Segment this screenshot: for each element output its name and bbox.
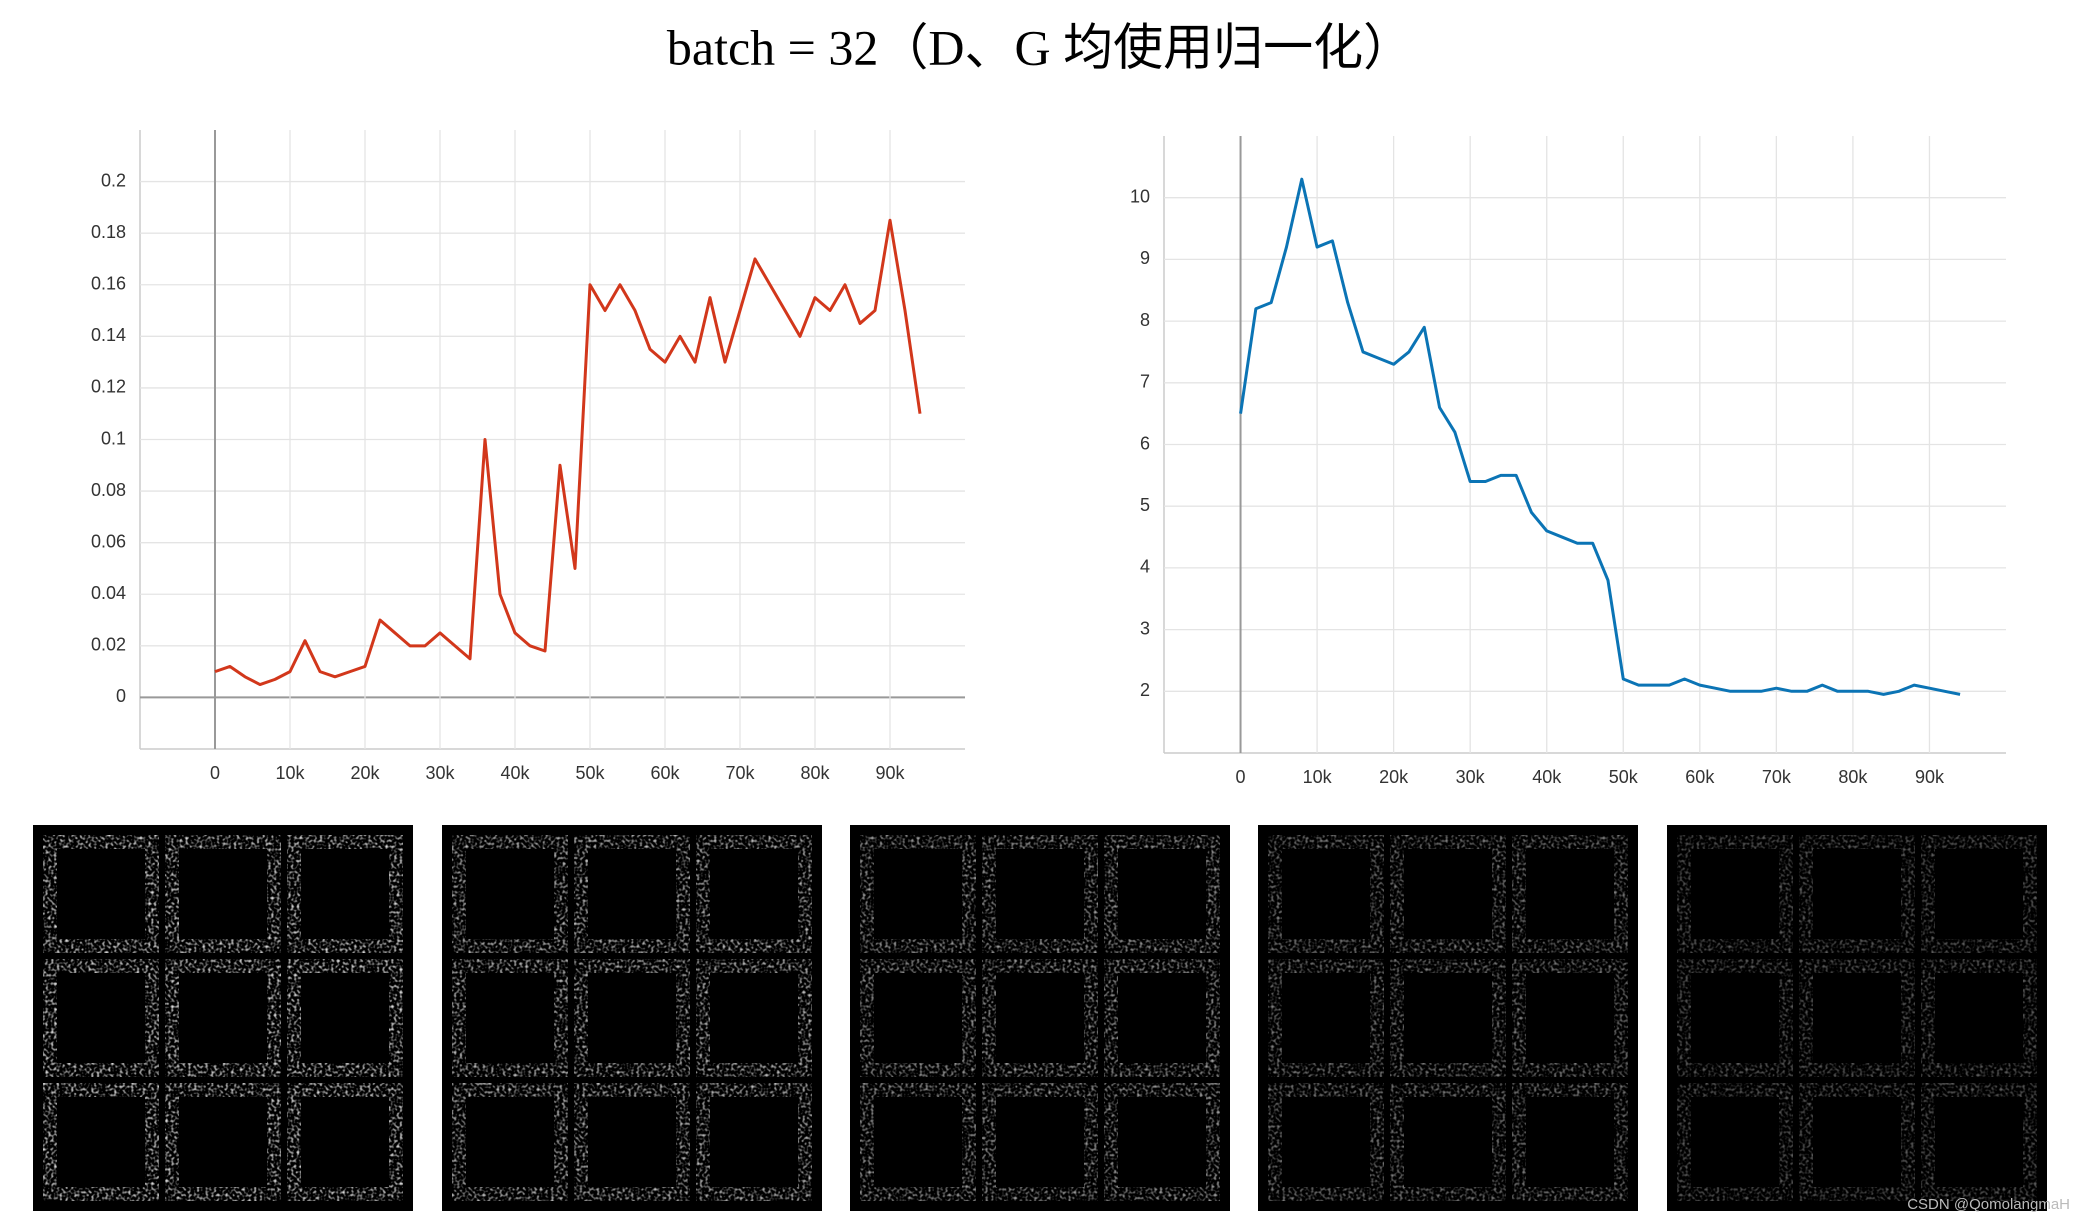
image-cell (588, 1097, 676, 1187)
image-cell (1118, 1097, 1206, 1187)
x-tick-label: 90k (875, 763, 905, 783)
image-cell (710, 849, 798, 939)
x-tick-label: 30k (1456, 767, 1486, 787)
y-tick-label: 9 (1140, 248, 1150, 268)
image-cell (1691, 973, 1779, 1063)
image-cell (996, 849, 1084, 939)
x-tick-label: 0 (1236, 767, 1246, 787)
x-tick-label: 0 (210, 763, 220, 783)
x-tick-label: 60k (650, 763, 680, 783)
y-tick-label: 0.12 (91, 377, 126, 397)
image-cell (1282, 973, 1370, 1063)
image-cell (57, 849, 145, 939)
y-tick-label: 0.08 (91, 480, 126, 500)
x-tick-label: 80k (800, 763, 830, 783)
image-cell (179, 849, 267, 939)
y-tick-label: 2 (1140, 680, 1150, 700)
image-cell (1935, 1097, 2023, 1187)
page-title: batch = 32（D、G 均使用归一化） (667, 19, 1413, 75)
y-tick-label: 0.14 (91, 325, 126, 345)
x-tick-label: 70k (1762, 767, 1792, 787)
image-cell (588, 849, 676, 939)
y-tick-label: 0.04 (91, 583, 126, 603)
y-tick-label: 0.16 (91, 274, 126, 294)
x-tick-label: 30k (425, 763, 455, 783)
image-cell (1282, 849, 1370, 939)
y-tick-label: 0.1 (101, 428, 126, 448)
y-tick-label: 10 (1130, 186, 1150, 206)
y-tick-label: 0.2 (101, 170, 126, 190)
image-cell (1935, 849, 2023, 939)
image-cell (1691, 849, 1779, 939)
image-cell (1526, 973, 1614, 1063)
image-cell (874, 1097, 962, 1187)
x-tick-label: 20k (350, 763, 380, 783)
image-cell (57, 973, 145, 1063)
y-tick-label: 4 (1140, 557, 1150, 577)
image-cell (1813, 849, 1901, 939)
x-tick-label: 60k (1685, 767, 1715, 787)
data-line (214, 218, 922, 687)
x-tick-label: 40k (1532, 767, 1562, 787)
image-cell (179, 973, 267, 1063)
x-tick-label: 40k (500, 763, 530, 783)
y-tick-label: 0.18 (91, 222, 126, 242)
image-cell (1526, 1097, 1614, 1187)
image-cell (710, 1097, 798, 1187)
image-cell (1404, 1097, 1492, 1187)
image-cell (1404, 849, 1492, 939)
image-cell (466, 973, 554, 1063)
image-cell (301, 1097, 389, 1187)
y-tick-label: 3 (1140, 618, 1150, 638)
image-cell (1282, 1097, 1370, 1187)
data-line (1239, 177, 1961, 696)
image-cell (466, 1097, 554, 1187)
image-cell (996, 973, 1084, 1063)
x-tick-label: 10k (1303, 767, 1333, 787)
image-cell (1118, 849, 1206, 939)
image-cell (301, 973, 389, 1063)
image-cell (179, 1097, 267, 1187)
image-cell (874, 849, 962, 939)
sample-images (33, 825, 2047, 1211)
x-tick-label: 10k (275, 763, 305, 783)
x-tick-label: 80k (1838, 767, 1868, 787)
image-cell (996, 1097, 1084, 1187)
x-tick-label: 20k (1379, 767, 1409, 787)
x-tick-label: 70k (725, 763, 755, 783)
watermark: CSDN @QomolangmaH (1907, 1196, 2070, 1213)
y-tick-label: 6 (1140, 433, 1150, 453)
image-cell (1935, 973, 2023, 1063)
image-cell (1813, 1097, 1901, 1187)
image-cell (588, 973, 676, 1063)
image-cell (874, 973, 962, 1063)
y-tick-label: 5 (1140, 495, 1150, 515)
y-tick-label: 0 (116, 686, 126, 706)
x-tick-label: 50k (1609, 767, 1639, 787)
image-cell (710, 973, 798, 1063)
image-cell (1118, 973, 1206, 1063)
x-tick-label: 50k (575, 763, 605, 783)
image-cell (1526, 849, 1614, 939)
image-cell (57, 1097, 145, 1187)
x-tick-label: 90k (1915, 767, 1945, 787)
image-cell (301, 849, 389, 939)
image-cell (466, 849, 554, 939)
y-tick-label: 0.02 (91, 635, 126, 655)
image-cell (1691, 1097, 1779, 1187)
y-tick-label: 0.06 (91, 531, 126, 551)
y-tick-label: 8 (1140, 310, 1150, 330)
y-tick-label: 7 (1140, 372, 1150, 392)
image-cell (1813, 973, 1901, 1063)
image-cell (1404, 973, 1492, 1063)
